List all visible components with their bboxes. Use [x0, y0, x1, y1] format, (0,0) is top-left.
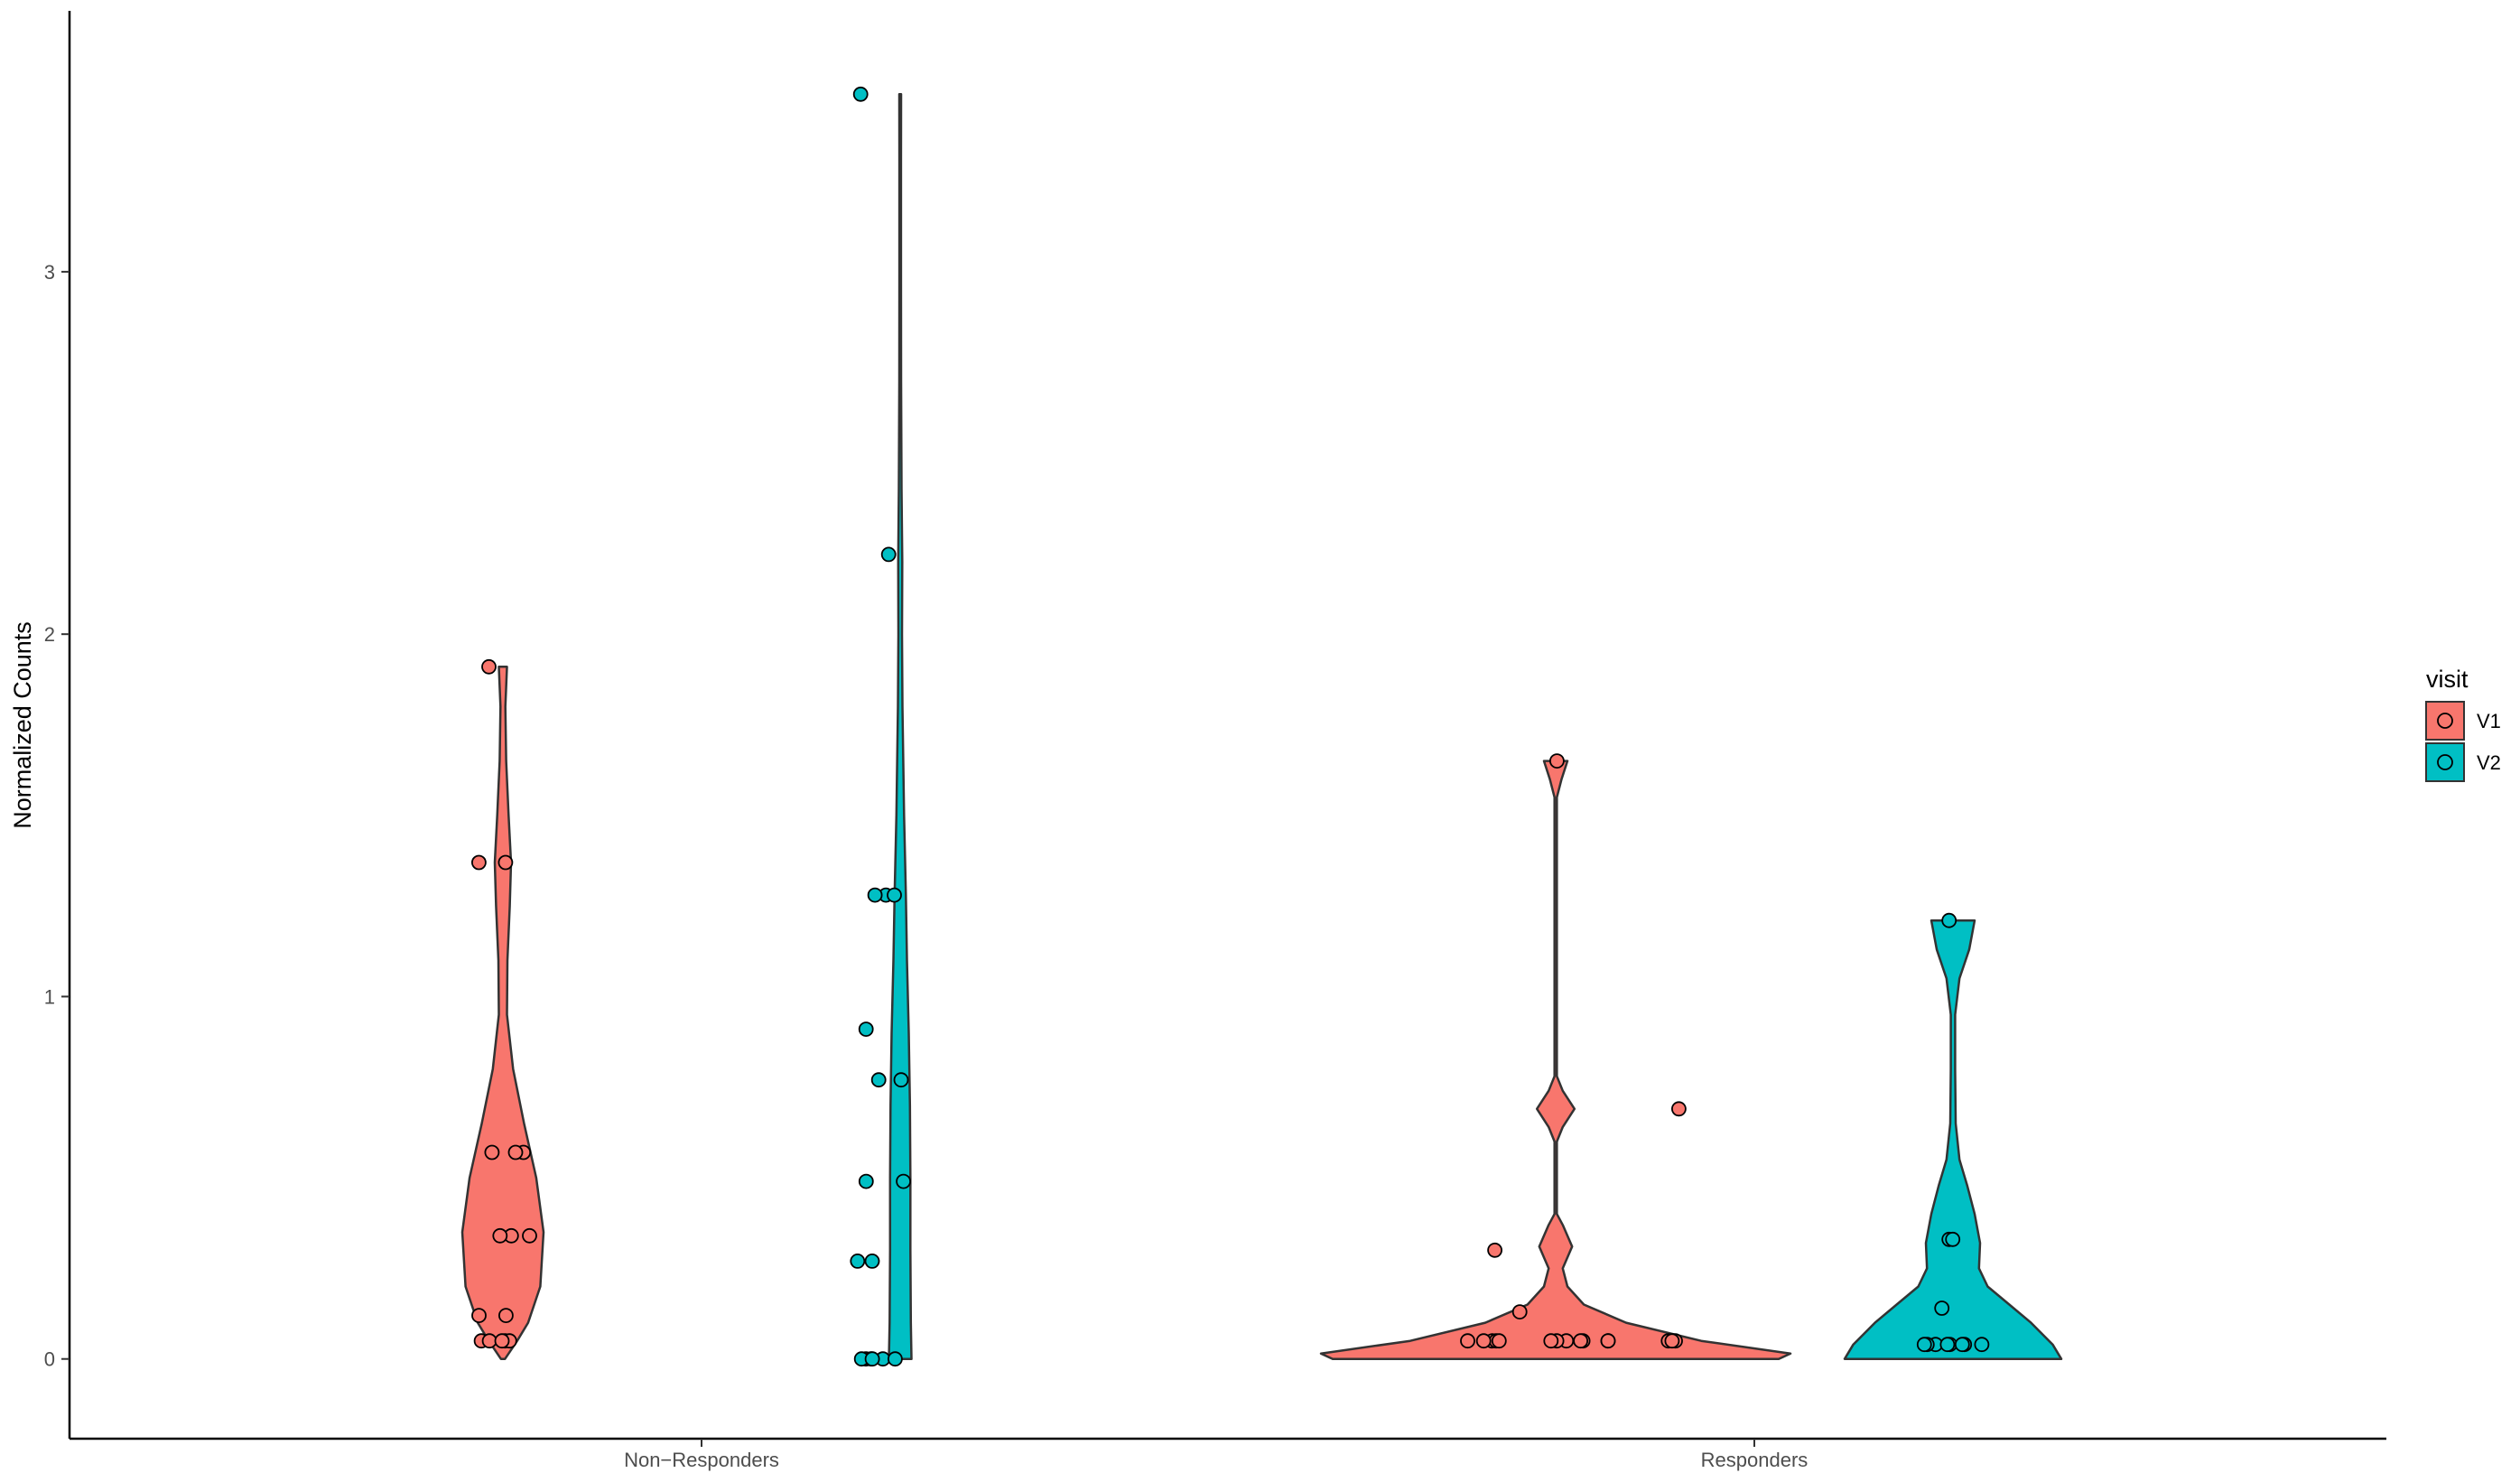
data-point-v2 [888, 1351, 903, 1367]
data-point-v1 [481, 1333, 497, 1349]
y-tick-label: 2 [44, 623, 55, 646]
violin-v2-responders [1843, 918, 2063, 1360]
y-ticks: 0 1 2 3 [44, 261, 70, 1371]
y-tick-label: 1 [44, 985, 55, 1008]
data-point-v2 [870, 1072, 887, 1088]
axes-layer [68, 11, 2386, 1440]
points-layer [471, 86, 1990, 1367]
data-point-v1 [492, 1227, 508, 1244]
y-axis-title: Normalized Counts [9, 621, 36, 829]
data-point-v2 [864, 1351, 880, 1367]
data-point-v1 [1549, 753, 1565, 769]
data-point-v2 [1954, 1337, 1970, 1353]
data-point-v1 [1600, 1333, 1616, 1349]
data-point-v1 [1491, 1333, 1507, 1349]
legend-items: V1 V2 [2425, 701, 2501, 782]
data-point-v1 [1511, 1304, 1528, 1319]
data-point-v2 [850, 1254, 866, 1269]
data-point-v2 [887, 887, 902, 903]
y-tick-label: 3 [44, 261, 55, 284]
data-point-v2 [1941, 912, 1957, 928]
violin-v1-non-responders [460, 666, 545, 1360]
data-point-v1 [1487, 1242, 1502, 1258]
data-point-v1 [1573, 1333, 1588, 1349]
x-tick-label: Responders [1701, 1449, 1809, 1471]
x-ticks: Non−Responders Responders [624, 1439, 1808, 1471]
data-point-v2 [1939, 1337, 1956, 1353]
data-point-v1 [1460, 1333, 1475, 1349]
data-point-v1 [481, 658, 497, 675]
legend-title: visit [2426, 666, 2469, 693]
legend-label-v1: V1 [2477, 710, 2501, 732]
data-point-v1 [497, 854, 514, 871]
legend-marker-v1 [2437, 713, 2453, 729]
legend: visit V1 V2 [2425, 666, 2501, 782]
x-tick-label: Non−Responders [624, 1449, 779, 1471]
data-point-v1 [1475, 1333, 1492, 1349]
data-point-v2 [893, 1072, 909, 1088]
data-point-v1 [1671, 1101, 1687, 1117]
violin-v2-non-responders [888, 93, 913, 1360]
data-point-v2 [1934, 1301, 1950, 1316]
y-tick-label: 0 [44, 1348, 55, 1371]
data-point-v2 [1974, 1337, 1990, 1353]
data-point-v2 [880, 546, 897, 563]
violins-layer [460, 93, 2063, 1360]
data-point-v2 [867, 887, 883, 903]
data-point-v2 [864, 1254, 880, 1269]
data-point-v2 [1916, 1337, 1932, 1353]
data-point-v1 [484, 1144, 500, 1161]
data-point-v2 [858, 1173, 874, 1189]
data-point-v1 [498, 1308, 514, 1323]
data-point-v1 [471, 1308, 487, 1323]
data-point-v1 [471, 854, 487, 871]
data-point-v1 [494, 1333, 510, 1349]
data-point-v2 [1945, 1231, 1961, 1247]
legend-label-v2: V2 [2477, 751, 2501, 774]
data-point-v2 [852, 86, 869, 102]
data-point-v1 [507, 1144, 524, 1161]
data-point-v1 [1543, 1333, 1559, 1349]
data-point-v2 [858, 1021, 874, 1037]
data-point-v1 [1664, 1333, 1680, 1349]
data-point-v1 [522, 1227, 537, 1244]
violin-v1-responders [1319, 760, 1792, 1360]
legend-marker-v2 [2437, 754, 2453, 770]
data-point-v2 [896, 1173, 911, 1189]
